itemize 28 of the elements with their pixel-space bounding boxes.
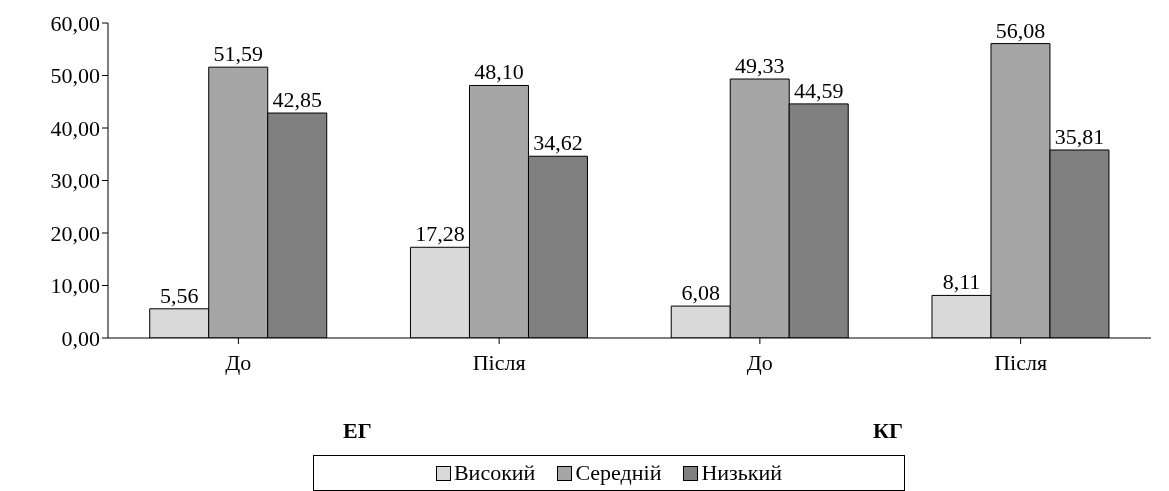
data-label: 6,08 [681, 280, 720, 306]
text: КГ [873, 418, 903, 444]
data-label: 17,28 [415, 221, 465, 247]
legend-label: Низький [700, 460, 783, 486]
data-label: 34,62 [533, 130, 583, 156]
y-tick-label: 10,00 [50, 273, 100, 299]
y-tick-label: 40,00 [50, 115, 100, 141]
data-label: 48,10 [474, 59, 524, 85]
data-label: 44,59 [793, 77, 844, 103]
x-tick-label: Після [994, 349, 1048, 375]
data-label: 42,85 [272, 87, 322, 113]
x-tick-label: До [746, 349, 773, 375]
y-tick-label: 30,00 [50, 168, 100, 194]
y-tick-label: 0,00 [61, 325, 100, 351]
legend-label: Високий [452, 460, 536, 486]
text: ЕГ [343, 418, 372, 444]
y-tick-label: 20,00 [50, 220, 100, 246]
x-tick-label: Після [472, 349, 526, 375]
data-label: 5,56 [159, 282, 199, 308]
x-tick-label: До [225, 349, 252, 375]
y-tick-label: 50,00 [50, 63, 100, 89]
data-label: 51,59 [213, 41, 263, 67]
data-label: 8,11 [942, 269, 981, 295]
data-label: 35,81 [1054, 124, 1105, 149]
data-label: 56,08 [995, 17, 1046, 43]
data-label: 49,33 [734, 53, 785, 79]
y-tick-label: 60,00 [50, 10, 100, 36]
legend-label: Середній [574, 460, 662, 486]
